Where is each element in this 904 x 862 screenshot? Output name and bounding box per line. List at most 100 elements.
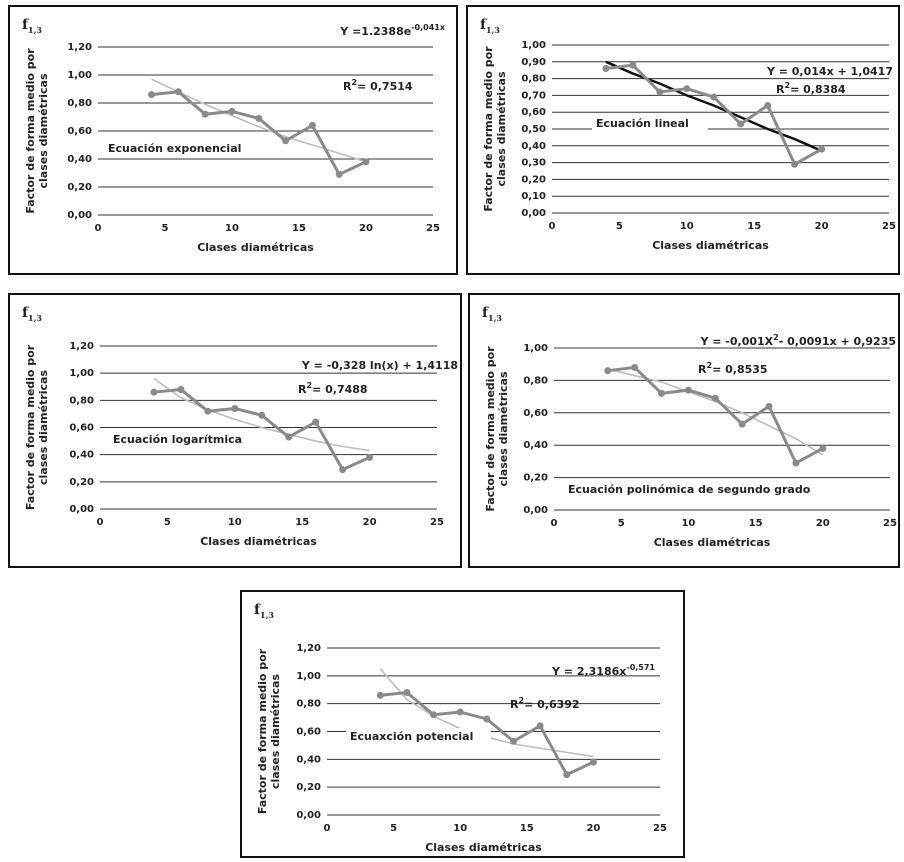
data-point: [335, 170, 343, 178]
data-point: [285, 433, 293, 441]
y-tick-label: 0,90: [521, 57, 546, 68]
axis-symbol: f1,3: [22, 17, 42, 35]
y-axis-label: Factor de forma medio porclases diamétri…: [482, 46, 508, 212]
r-squared-superscript: 2: [784, 81, 790, 90]
equation: Y = -0,001X2- 0,0091x + 0,9235: [699, 333, 896, 348]
x-tick-label: 20: [816, 518, 830, 529]
y-tick-label: 1,20: [69, 341, 94, 352]
x-tick-label: 10: [681, 518, 695, 529]
y-tick-label: 0,60: [521, 107, 546, 118]
y-tick-label: 0,80: [296, 699, 321, 710]
x-axis-label: Clases diamétricas: [654, 536, 771, 549]
symbol-subscript: 1,3: [486, 25, 500, 35]
x-tick-label: 0: [549, 221, 556, 232]
data-point: [403, 689, 411, 697]
x-tick-label: 15: [520, 823, 534, 834]
annotation-bg: [592, 115, 708, 131]
equation: Y = 0,014x + 1,0417: [766, 65, 893, 78]
y-axis-label-line: clases diamétricas: [37, 370, 50, 485]
x-tick-label: 0: [97, 517, 104, 528]
x-tick-label: 0: [324, 823, 331, 834]
y-tick-label: 0,80: [523, 375, 548, 386]
x-tick-label: 20: [815, 221, 829, 232]
y-tick-label: 0,20: [69, 477, 94, 488]
y-axis-label: Factor de forma medio porclases diamétri…: [24, 48, 50, 214]
data-point: [228, 107, 236, 115]
x-tick-label: 15: [292, 223, 306, 234]
y-tick-label: 0,20: [523, 473, 548, 484]
r-squared: R2= 0,7488: [298, 381, 368, 396]
trend-line: [605, 60, 823, 152]
axis-symbol: f1,3: [254, 602, 274, 620]
equation-superscript: 2: [773, 333, 779, 342]
x-tick-label: 10: [453, 823, 467, 834]
x-tick-label: 25: [882, 221, 896, 232]
data-point: [177, 385, 185, 393]
equation: Y =1.2388e-0,041x: [339, 23, 446, 38]
chart: f1,3 Factor de forma medio porclases diam…: [240, 590, 685, 858]
r-squared-superscript: 2: [351, 78, 357, 87]
data-point: [430, 711, 438, 719]
data-point: [366, 453, 374, 461]
trend-line: [151, 78, 367, 163]
symbol: f: [22, 305, 29, 321]
equation-part: Y = 0,014x + 1,0417: [766, 65, 893, 78]
data-point: [255, 114, 263, 122]
equation-superscript: -0,041x: [411, 23, 446, 32]
r-squared-value: = 0,7488: [312, 383, 368, 396]
x-axis-label: Clases diamétricas: [425, 841, 542, 854]
y-tick-label: 1,00: [521, 40, 546, 51]
y-axis-label-line: clases diamétricas: [37, 73, 50, 188]
y-tick-label: 1,20: [296, 643, 321, 654]
annotation: Ecuación polinómica de segundo grado: [568, 483, 811, 496]
r-squared: R2= 0,8384: [776, 81, 846, 96]
x-tick-label: 15: [747, 221, 761, 232]
r-squared: R2= 0,8535: [698, 361, 768, 376]
y-axis-label: Factor de forma medio porclases diamétri…: [484, 346, 510, 512]
chart: f1,3 Factor de forma medio porclases diam…: [8, 5, 458, 275]
r-squared-superscript: 2: [706, 361, 712, 370]
x-tick-label: 10: [225, 223, 239, 234]
equation-part: - 0,0091x + 0,9235: [779, 335, 896, 348]
x-tick-label: 25: [653, 823, 667, 834]
y-tick-label: 0,00: [67, 210, 92, 221]
y-tick-label: 0,20: [67, 182, 92, 193]
data-point: [765, 402, 773, 410]
data-point: [339, 466, 347, 474]
annotation: Ecuación lineal: [596, 117, 689, 130]
symbol: f: [22, 17, 29, 33]
x-tick-label: 0: [95, 223, 102, 234]
symbol-subscript: 1,3: [260, 610, 274, 620]
y-axis-label-line: Factor de forma medio por: [484, 346, 497, 512]
y-axis-label-line: Factor de forma medio por: [482, 46, 495, 212]
data-point: [656, 88, 664, 96]
data-point: [536, 722, 544, 730]
equation-part: Y = -0,001X: [699, 335, 773, 348]
x-tick-label: 25: [426, 223, 440, 234]
data-point: [258, 411, 266, 419]
data-point: [201, 110, 209, 118]
annotation-bg: [346, 728, 491, 744]
y-tick-label: 0,00: [523, 505, 548, 516]
data-point: [602, 65, 610, 73]
r-squared-symbol: R: [776, 83, 785, 96]
x-tick-label: 15: [295, 517, 309, 528]
axis-symbol: f1,3: [480, 17, 500, 35]
equation: Y = 2,3186x-0,571: [551, 663, 655, 678]
x-tick-label: 5: [162, 223, 169, 234]
y-axis-label-line: Factor de forma medio por: [24, 48, 37, 214]
y-tick-label: 0,40: [69, 450, 94, 461]
y-tick-label: 0,80: [521, 74, 546, 85]
y-axis-label-line: clases diamétricas: [497, 371, 510, 486]
chart-frame: [468, 293, 900, 568]
x-axis-label: Clases diamétricas: [200, 535, 317, 548]
y-tick-label: 0,00: [521, 208, 546, 219]
x-tick-label: 20: [363, 517, 377, 528]
chart: f1,3 Factor de forma medio porclases diam…: [466, 5, 900, 275]
x-axis-label: Clases diamétricas: [652, 239, 769, 252]
y-tick-label: 0,60: [296, 727, 321, 738]
y-tick-label: 0,40: [523, 440, 548, 451]
trend-line: [153, 377, 370, 452]
x-tick-label: 25: [430, 517, 444, 528]
